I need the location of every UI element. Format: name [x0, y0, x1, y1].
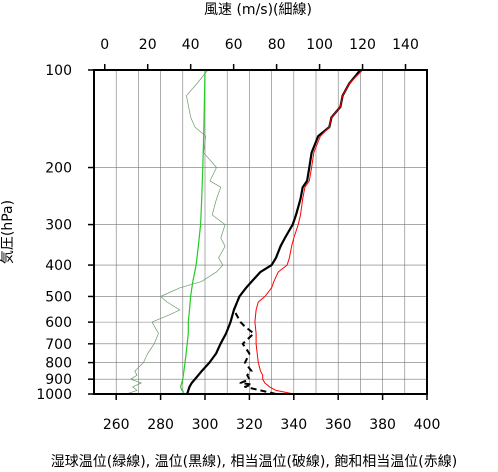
top-tick-label: 0: [100, 37, 109, 53]
x-tick-label: 400: [414, 417, 441, 433]
top-tick-label: 60: [225, 37, 243, 53]
top-tick-label: 20: [139, 37, 157, 53]
y-tick-label: 800: [45, 356, 72, 372]
bottom-axis-ticks: 260 280 300 320 340 360 380 400: [103, 394, 441, 433]
y-tick-label: 100: [45, 63, 72, 79]
bottom-caption: 湿球温位(緑線), 温位(黒線), 相当温位(破線), 飽和相当温位(赤線): [51, 453, 457, 470]
series-line-theta-es: [254, 69, 363, 395]
top-tick-label: 120: [349, 37, 376, 53]
x-tick-label: 320: [236, 417, 263, 433]
series-line-wet-bulb: [180, 69, 206, 393]
y-tick-label: 300: [45, 218, 72, 234]
x-tick-label: 380: [369, 417, 396, 433]
top-axis-ticks: 0 20 40 60 80 100 120 140: [100, 37, 419, 70]
y-axis-title: 気圧(hPa): [0, 200, 16, 264]
y-tick-label: 600: [45, 315, 72, 331]
series-line-theta: [186, 69, 362, 395]
x-tick-label: 280: [147, 417, 174, 433]
y-tick-label: 700: [45, 337, 72, 353]
top-tick-label: 140: [392, 37, 419, 53]
y-tick-label: 1000: [36, 387, 72, 403]
top-axis-title: 風速 (m/s)(細線): [204, 2, 312, 18]
data-series: [126, 69, 363, 395]
y-tick-label: 900: [45, 372, 72, 388]
y-tick-label: 400: [45, 258, 72, 274]
x-tick-label: 300: [192, 417, 219, 433]
y-tick-label: 200: [45, 161, 72, 177]
gridlines: [94, 70, 427, 394]
plot-frame: [93, 69, 428, 395]
x-tick-label: 260: [103, 417, 130, 433]
series-line-wind: [126, 69, 226, 395]
y-tick-label: 500: [45, 289, 72, 305]
x-tick-label: 360: [325, 417, 352, 433]
x-tick-label: 340: [280, 417, 307, 433]
top-tick-label: 100: [306, 37, 333, 53]
series-line-theta-e: [232, 296, 277, 395]
top-tick-label: 40: [182, 37, 200, 53]
top-tick-label: 80: [268, 37, 286, 53]
